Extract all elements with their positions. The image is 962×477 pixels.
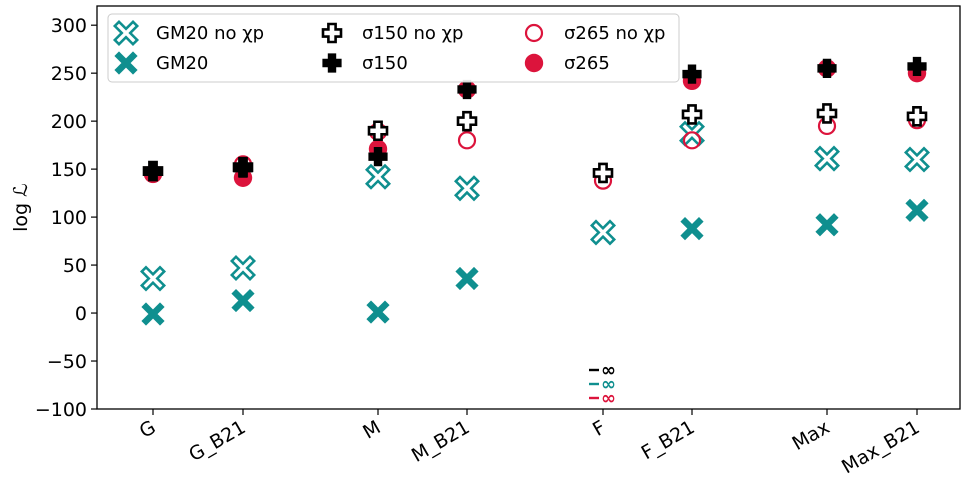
legend-marker-circle-open — [524, 23, 544, 43]
data-point-plus-filled — [143, 161, 163, 181]
infinity-label: ∞ — [601, 374, 616, 395]
data-point-x-filled — [231, 288, 255, 313]
data-point-x-open — [139, 265, 167, 292]
y-tick-label: 250 — [51, 63, 87, 85]
y-tick-label: 300 — [51, 15, 87, 37]
data-point-x-open — [453, 175, 481, 202]
data-point-circle-open — [682, 131, 702, 150]
legend-marker-x-filled — [114, 51, 138, 75]
legend-label: GM20 — [156, 53, 208, 74]
data-point-x-open — [813, 145, 841, 172]
y-tick-label: −100 — [35, 399, 87, 421]
x-tick-label: F_B21 — [638, 416, 699, 464]
y-tick-label: 100 — [51, 207, 87, 229]
data-point-plus-filled — [368, 147, 388, 167]
x-axis: G G_B21 M M_B21 F F_B21 Max Max_B21 — [136, 409, 924, 477]
data-point-x-filled — [680, 217, 704, 241]
legend-item: GM20 no χp — [112, 19, 264, 47]
data-point-plus-filled — [817, 58, 837, 78]
infinity-annotations: ∞∞∞ — [589, 360, 616, 409]
legend-label: GM20 no χp — [156, 23, 264, 44]
y-tick-label: 150 — [51, 159, 87, 181]
data-point-plus-open — [367, 120, 389, 142]
y-axis: −100 −50 0 50 100 150 200 250 300 — [35, 15, 97, 421]
data-point-plus-filled — [233, 158, 253, 178]
legend-marker-circle-filled — [524, 53, 544, 73]
y-tick-label: 0 — [75, 303, 87, 325]
legend-marker-x-open — [112, 19, 140, 47]
data-point-x-filled — [905, 198, 929, 222]
legend-label: σ265 — [564, 53, 610, 74]
data-point-plus-open — [592, 162, 614, 184]
legend-item: σ150 no χp — [321, 22, 463, 44]
data-point-x-filled — [455, 266, 479, 291]
legend: GM20 no χp GM20 σ150 no χp σ150 σ265 no χp σ2… — [107, 13, 680, 83]
data-point-plus-filled — [457, 79, 477, 100]
legend-marker-plus-open — [321, 22, 343, 44]
plot-frame — [96, 5, 961, 410]
data-point-circle-open — [457, 131, 477, 150]
legend-item: σ150 — [322, 53, 408, 74]
x-tick-label: F — [589, 416, 609, 441]
data-point-x-open — [229, 254, 257, 281]
data-point-plus-open — [456, 110, 478, 132]
data-point-plus-open — [816, 103, 838, 124]
data-points — [139, 56, 931, 326]
x-tick-label: G_B21 — [185, 416, 249, 466]
legend-item: σ265 — [524, 53, 610, 74]
legend-label: σ265 no χp — [564, 23, 665, 44]
plot-area — [96, 5, 961, 410]
data-point-x-open — [678, 120, 706, 147]
data-point-plus-open — [681, 104, 703, 125]
data-point-x-open — [903, 146, 931, 173]
legend-label: σ150 no χp — [362, 23, 463, 44]
legend-label: σ150 — [362, 53, 408, 74]
x-tick-label: Max_B21 — [838, 416, 923, 477]
infinity-label: ∞ — [601, 360, 616, 381]
data-point-plus-filled — [907, 56, 927, 77]
data-point-x-open — [364, 163, 392, 190]
x-tick-label: M_B21 — [408, 416, 474, 467]
data-point-x-open — [589, 219, 617, 246]
data-point-plus-filled — [682, 64, 702, 84]
y-tick-label: −50 — [47, 351, 87, 373]
data-point-x-filled — [815, 213, 839, 237]
legend-item: σ265 no χp — [524, 23, 665, 44]
data-point-x-filled — [366, 300, 390, 324]
x-tick-label: G — [136, 416, 160, 442]
data-point-plus-open — [906, 106, 928, 127]
y-axis-label: log ℒ — [10, 183, 32, 232]
infinity-label: ∞ — [601, 388, 616, 409]
legend-item: GM20 — [114, 51, 208, 75]
data-point-x-filled — [141, 302, 165, 326]
y-tick-label: 50 — [63, 255, 87, 277]
x-tick-label: M — [359, 416, 384, 443]
y-tick-label: 200 — [51, 111, 87, 133]
legend-marker-plus-filled — [322, 53, 342, 73]
x-tick-label: Max — [788, 416, 833, 455]
